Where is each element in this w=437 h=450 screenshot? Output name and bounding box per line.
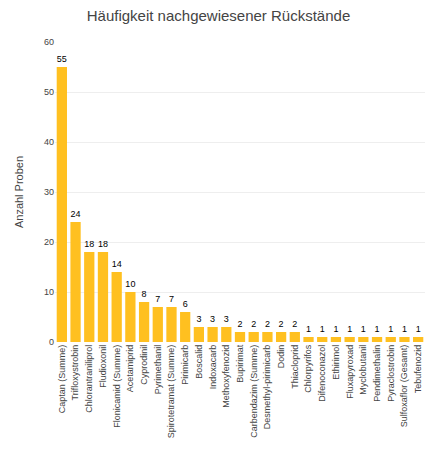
svg-text:8: 8 [142,289,147,299]
svg-text:1: 1 [388,324,393,334]
svg-text:1: 1 [361,324,366,334]
svg-text:Indoxacarb: Indoxacarb [208,345,218,390]
svg-text:18: 18 [84,239,94,249]
svg-text:1: 1 [347,324,352,334]
svg-text:Fluxapyroxad: Fluxapyroxad [345,345,355,399]
svg-text:Acetamiprid: Acetamiprid [125,345,135,393]
svg-text:Methoxyfenozid: Methoxyfenozid [221,345,231,408]
svg-text:Desmethyl-pirimicarb: Desmethyl-pirimicarb [262,345,272,430]
svg-text:1: 1 [333,324,338,334]
svg-text:1: 1 [306,324,311,334]
svg-text:20: 20 [44,237,54,247]
svg-text:Chlorantraniliprol: Chlorantraniliprol [84,345,94,413]
svg-text:Tebufenozid: Tebufenozid [413,345,423,394]
svg-text:1: 1 [402,324,407,334]
svg-text:2: 2 [237,319,242,329]
svg-text:Ethirimol: Ethirimol [331,345,341,380]
svg-text:14: 14 [112,259,122,269]
svg-text:1: 1 [416,324,421,334]
svg-text:Fludioxonil: Fludioxonil [98,345,108,388]
svg-text:Pirimicarb: Pirimicarb [180,345,190,385]
svg-text:Trifloxystrobin: Trifloxystrobin [70,345,80,401]
svg-text:Anzahl Proben: Anzahl Proben [13,156,25,228]
svg-text:Thiacloprid: Thiacloprid [290,345,300,389]
svg-text:24: 24 [71,209,81,219]
svg-text:40: 40 [44,137,54,147]
svg-text:2: 2 [292,319,297,329]
svg-text:3: 3 [224,314,229,324]
svg-text:Flonicamid (Summe): Flonicamid (Summe) [112,345,122,428]
svg-text:3: 3 [196,314,201,324]
svg-text:Pyrimethanil: Pyrimethanil [153,345,163,395]
svg-text:1: 1 [320,324,325,334]
svg-text:3: 3 [210,314,215,324]
svg-text:50: 50 [44,87,54,97]
svg-text:7: 7 [169,294,174,304]
svg-text:Spirotetramat (Summe): Spirotetramat (Summe) [166,345,176,439]
svg-text:Difenoconazol: Difenoconazol [317,345,327,402]
svg-text:Chlorpyrifos: Chlorpyrifos [303,344,313,393]
svg-text:Pyraclostrobin: Pyraclostrobin [386,345,396,402]
svg-text:60: 60 [44,37,54,47]
svg-text:30: 30 [44,187,54,197]
svg-text:2: 2 [265,319,270,329]
svg-text:Pendimethalin: Pendimethalin [372,345,382,402]
svg-text:2: 2 [279,319,284,329]
svg-text:1: 1 [375,324,380,334]
svg-text:Dodin: Dodin [276,345,286,369]
svg-text:10: 10 [44,287,54,297]
svg-text:Cyprodinil: Cyprodinil [139,345,149,385]
svg-text:0: 0 [49,337,54,347]
svg-text:55: 55 [57,54,67,64]
svg-text:10: 10 [125,279,135,289]
svg-text:Myclobutanil: Myclobutanil [358,345,368,395]
svg-text:Captan (Summe): Captan (Summe) [57,345,67,414]
svg-text:Carbendazim (Summe): Carbendazim (Summe) [249,345,259,438]
svg-text:7: 7 [155,294,160,304]
svg-text:Sulfoxaflor (Gesamt): Sulfoxaflor (Gesamt) [399,345,409,428]
svg-text:6: 6 [183,299,188,309]
svg-text:Bupirimat: Bupirimat [235,344,245,383]
svg-text:Boscalid: Boscalid [194,345,204,379]
svg-text:2: 2 [251,319,256,329]
svg-text:Häufigkeit nachgewiesener Rück: Häufigkeit nachgewiesener Rückstände [87,7,351,24]
svg-text:18: 18 [98,239,108,249]
